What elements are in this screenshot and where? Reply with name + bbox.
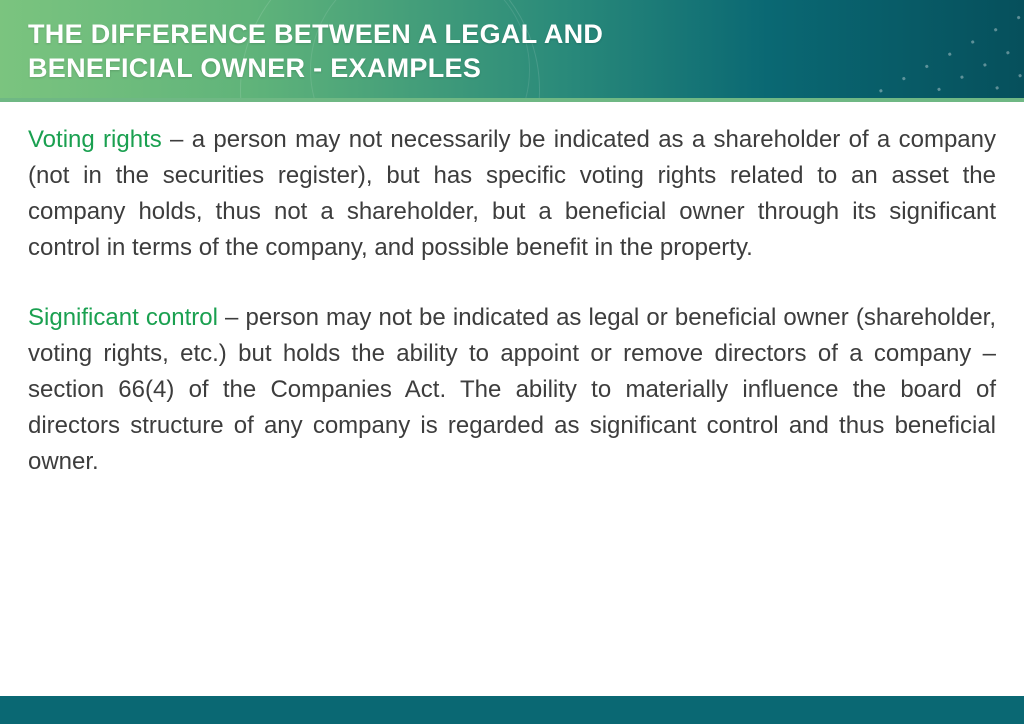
slide-header: THE DIFFERENCE BETWEEN A LEGAL AND BENEF…: [0, 0, 1024, 102]
paragraph-significant-control: Significant control – person may not be …: [28, 300, 996, 480]
lead-term-voting-rights: Voting rights: [28, 126, 162, 153]
slide-body: Voting rights – a person may not necessa…: [0, 102, 1024, 480]
paragraph-voting-rights-text: – a person may not necessarily be indica…: [28, 126, 996, 261]
title-line-2: BENEFICIAL OWNER - EXAMPLES: [28, 53, 481, 83]
lead-term-significant-control: Significant control: [28, 304, 218, 331]
slide-title: THE DIFFERENCE BETWEEN A LEGAL AND BENEF…: [28, 18, 996, 86]
title-line-1: THE DIFFERENCE BETWEEN A LEGAL AND: [28, 19, 603, 49]
paragraph-voting-rights: Voting rights – a person may not necessa…: [28, 122, 996, 266]
slide-footer-bar: [0, 696, 1024, 724]
